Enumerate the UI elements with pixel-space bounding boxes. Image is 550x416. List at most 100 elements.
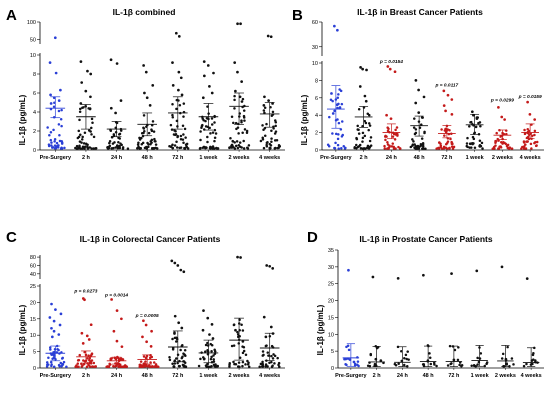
data-point <box>156 365 160 368</box>
data-point <box>505 144 509 148</box>
data-point <box>356 124 359 128</box>
data-point <box>181 124 185 128</box>
data-point <box>500 141 503 144</box>
data-point-outlier <box>347 268 350 272</box>
data-point <box>147 145 150 149</box>
data-point <box>75 144 79 148</box>
data-point <box>266 351 270 354</box>
data-point <box>336 106 339 110</box>
data-point <box>82 359 85 362</box>
data-point <box>175 357 178 360</box>
data-point <box>76 136 80 140</box>
data-point <box>114 146 117 149</box>
data-point <box>61 362 65 366</box>
data-point-outlier <box>352 360 356 364</box>
data-point <box>57 123 61 126</box>
data-point <box>476 356 479 360</box>
data-point <box>110 357 113 360</box>
data-point <box>336 118 339 121</box>
data-point-outlier <box>533 118 537 121</box>
data-point <box>60 124 63 128</box>
x-category-label: 1 week <box>199 155 218 161</box>
data-point <box>78 110 82 113</box>
data-point-outlier <box>177 88 180 92</box>
data-point <box>91 365 94 368</box>
data-point <box>472 137 476 141</box>
data-point-outlier <box>171 84 175 87</box>
data-point <box>404 353 408 357</box>
panel-title-b: IL-1β in Breast Cancer Patients <box>357 7 483 17</box>
data-point <box>46 363 49 366</box>
data-point-outlier <box>171 61 174 64</box>
y-tick-label: 8 <box>33 72 36 78</box>
data-point-outlier <box>173 314 177 318</box>
data-point <box>272 353 275 356</box>
data-point <box>340 102 344 106</box>
x-category-label: Pre-Surgery <box>40 155 72 161</box>
data-point <box>504 142 508 146</box>
data-point <box>152 130 156 133</box>
p-value-label: p = 0.0273 <box>73 289 97 295</box>
x-category-label: 2 h <box>360 155 369 161</box>
data-point <box>120 143 123 147</box>
data-point <box>87 354 90 357</box>
x-category-label: 2 h <box>82 155 91 161</box>
data-point-outlier <box>202 74 206 78</box>
data-point <box>80 141 83 144</box>
data-point <box>411 138 414 141</box>
data-point <box>210 355 213 359</box>
x-category-label: Pre-Surgery <box>335 373 367 379</box>
data-point <box>363 134 367 138</box>
data-point <box>394 363 398 367</box>
data-point-outlier <box>414 79 418 82</box>
data-point <box>337 121 341 125</box>
data-point <box>206 362 209 366</box>
data-point <box>214 132 218 135</box>
data-point <box>142 114 146 117</box>
data-point <box>396 345 400 349</box>
data-point-outlier <box>120 317 123 321</box>
x-category-label: 2 weeks <box>495 373 516 379</box>
data-point <box>451 147 455 150</box>
data-point <box>140 365 143 369</box>
data-point-outlier <box>110 298 113 301</box>
data-point <box>51 357 54 361</box>
panel-letter-b: B <box>292 7 303 24</box>
data-point-outlier <box>234 328 237 332</box>
data-point <box>394 128 397 132</box>
data-point <box>534 144 538 148</box>
data-point <box>108 141 111 145</box>
data-point <box>119 129 123 132</box>
data-point-outlier <box>148 104 152 107</box>
data-point <box>76 147 79 150</box>
data-point <box>395 126 399 129</box>
p-value-label: p = 0.0117 <box>435 82 459 88</box>
data-point-outlier <box>83 298 86 302</box>
data-point <box>449 137 452 141</box>
data-point <box>329 98 333 101</box>
data-point <box>363 119 367 123</box>
data-point-outlier <box>112 329 116 333</box>
data-point-high <box>239 256 242 259</box>
data-point-high <box>173 261 177 265</box>
data-point <box>385 135 388 138</box>
data-point-outlier <box>144 70 148 74</box>
data-point <box>232 323 236 327</box>
data-point <box>530 147 533 150</box>
data-point <box>345 363 348 367</box>
data-point <box>512 363 515 366</box>
data-point <box>266 365 269 368</box>
data-point <box>367 122 371 125</box>
data-point <box>81 135 84 139</box>
data-point <box>175 340 178 343</box>
data-point <box>152 361 156 364</box>
data-point <box>269 144 273 147</box>
panel-letter-c: C <box>6 229 17 246</box>
data-point <box>231 139 234 143</box>
data-point <box>88 356 92 360</box>
data-point <box>60 147 64 150</box>
data-point <box>201 123 204 127</box>
data-point <box>448 129 451 132</box>
data-point <box>49 360 53 364</box>
data-point <box>326 143 330 147</box>
